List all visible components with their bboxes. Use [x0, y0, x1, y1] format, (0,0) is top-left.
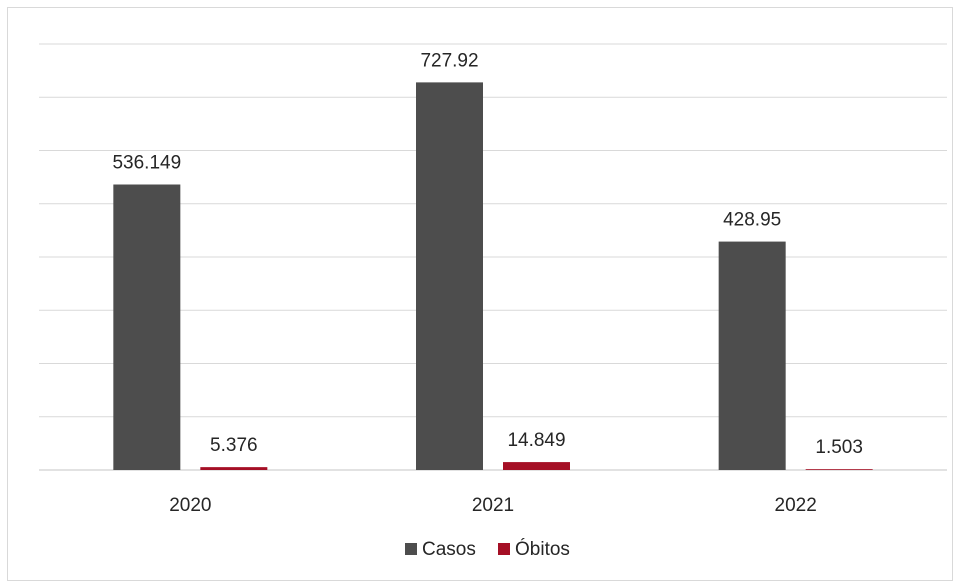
legend-label: Óbitos — [515, 538, 570, 560]
x-tick-label: 2020 — [169, 495, 211, 516]
x-tick-label: 2022 — [775, 495, 817, 516]
data-label: 1.503 — [815, 437, 863, 458]
bar-chart: 536.149 5.376 2020 727.92 14.849 2021 428.95 1.… — [39, 43, 947, 560]
bar-obitos-2022 — [805, 469, 873, 470]
bar-casos-2022 — [718, 241, 786, 470]
bar-casos-2021 — [416, 82, 483, 470]
legend-label: Casos — [422, 539, 476, 560]
data-label: 727.92 — [420, 50, 478, 71]
data-label: 14.849 — [507, 430, 565, 451]
data-label: 428.95 — [723, 210, 781, 231]
data-label: 536.149 — [112, 153, 181, 174]
chart-frame: 536.149 5.376 2020 727.92 14.849 2021 428.95 1.… — [7, 7, 953, 581]
bar-casos-2020 — [113, 184, 181, 470]
x-tick-label: 2021 — [472, 495, 514, 516]
legend-swatch-obitos — [498, 543, 510, 555]
bar-obitos-2021 — [503, 462, 570, 470]
legend-swatch-casos — [405, 543, 417, 555]
bar-obitos-2020 — [200, 467, 268, 470]
data-label: 5.376 — [210, 435, 258, 456]
